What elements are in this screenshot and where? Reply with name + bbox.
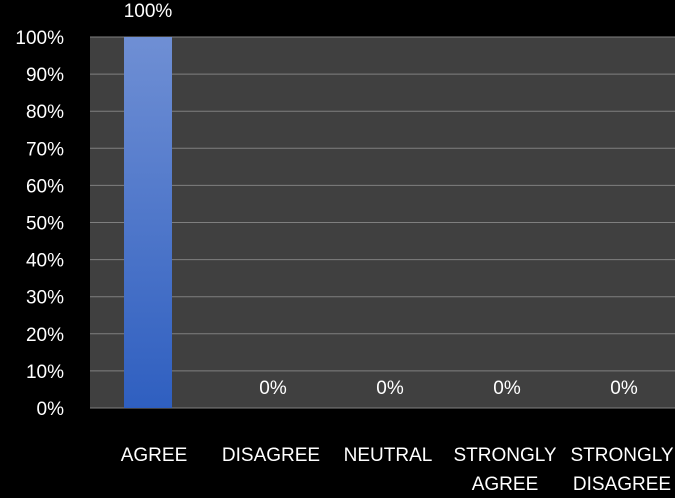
data-label: 0% [259, 378, 287, 399]
data-label: 100% [124, 1, 173, 22]
y-axis: 0% 10% 20% 30% 40% 50% 60% 70% 80% 90% 100% [15, 28, 64, 420]
x-tick-label: NEUTRAL [344, 445, 433, 466]
x-axis: AGREE DISAGREE NEUTRAL STRONGLY AGREE STRONGL… [121, 445, 674, 495]
y-tick-label: 0% [37, 399, 65, 420]
y-tick-label: 10% [26, 362, 64, 383]
x-tick-label: AGREE [121, 445, 188, 466]
data-label: 0% [493, 378, 521, 399]
data-label: 0% [610, 378, 638, 399]
data-label: 0% [376, 378, 404, 399]
bars [124, 37, 172, 408]
y-tick-label: 90% [26, 65, 64, 86]
y-tick-label: 80% [26, 102, 64, 123]
bar-agree [124, 37, 172, 408]
gridlines [90, 36, 675, 409]
y-tick-label: 70% [26, 139, 64, 160]
y-tick-label: 30% [26, 288, 64, 309]
x-tick-label: DISAGREE [222, 445, 320, 466]
y-tick-label: 60% [26, 176, 64, 197]
data-labels: 100% 0% 0% 0% 0% [124, 1, 638, 399]
y-tick-label: 20% [26, 325, 64, 346]
y-tick-label: 40% [26, 251, 64, 272]
x-tick-label: STRONGLY DISAGREE [570, 445, 673, 495]
y-tick-label: 50% [26, 214, 64, 235]
y-tick-label: 100% [15, 28, 64, 49]
x-tick-label: STRONGLY AGREE [453, 445, 556, 495]
